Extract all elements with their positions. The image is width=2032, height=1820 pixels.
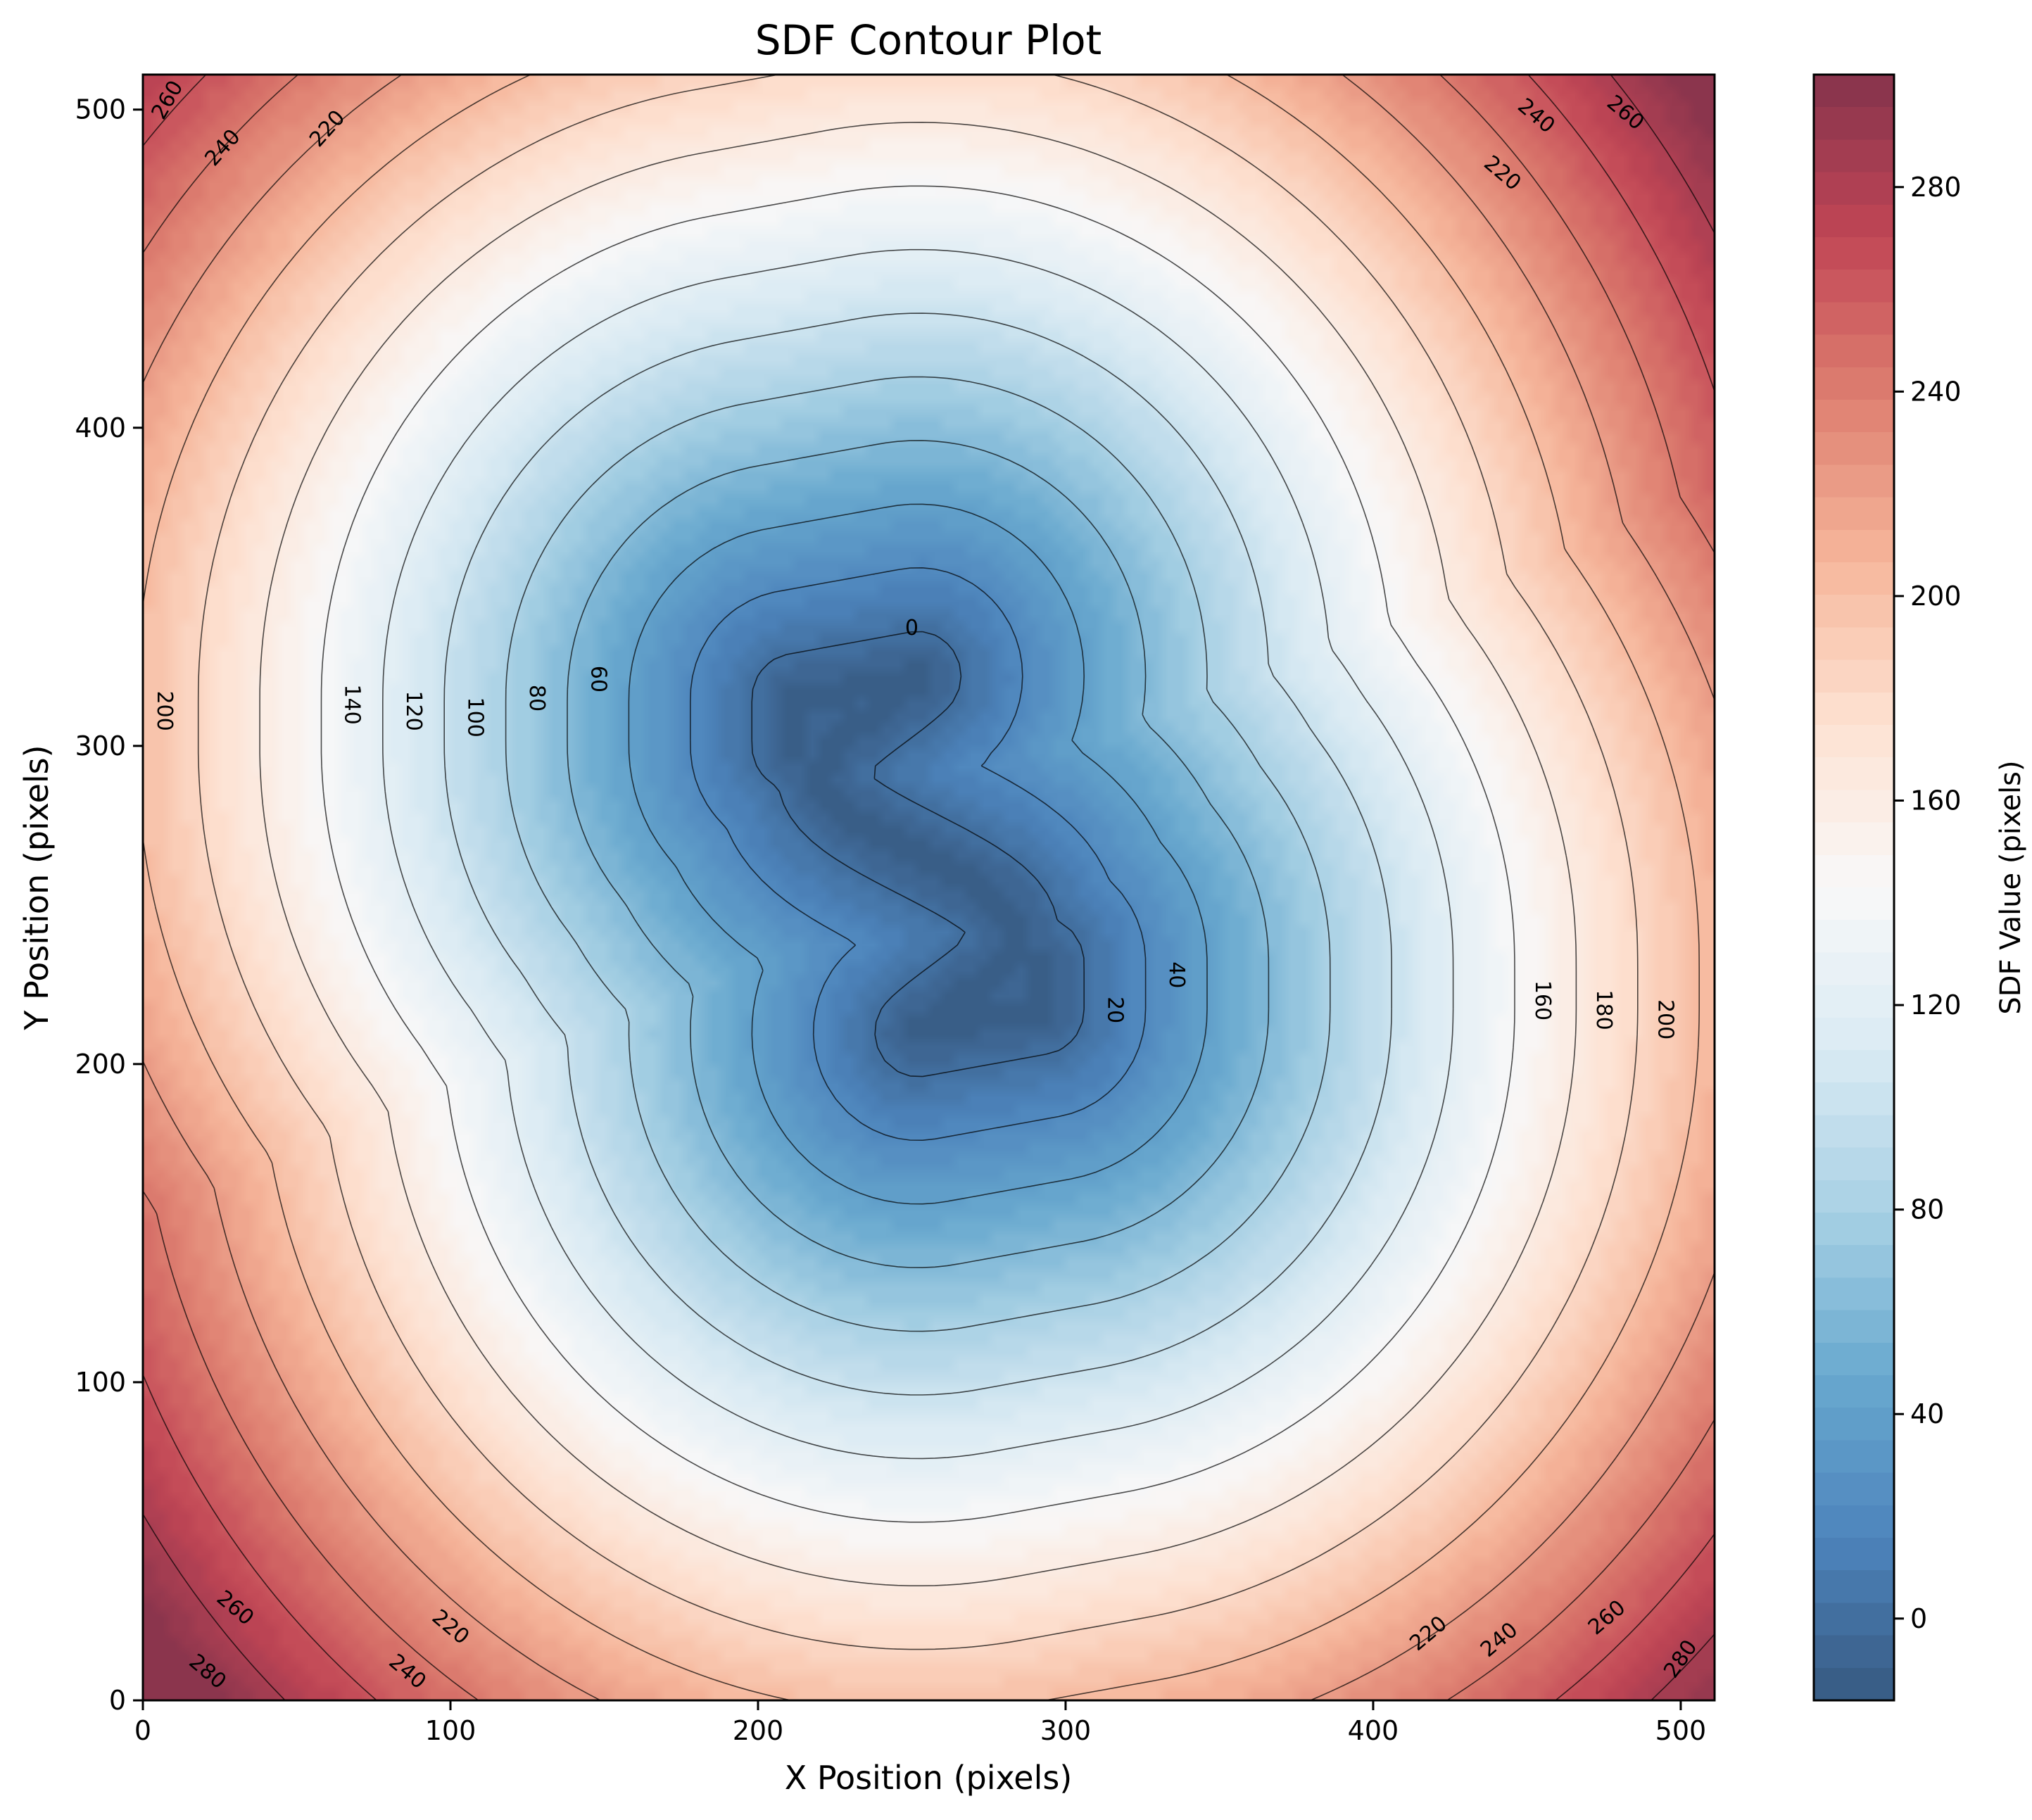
contour-line-60 (567, 440, 1270, 1268)
y-axis-label: Y Position (pixels) (18, 745, 56, 1030)
x-tick-label: 500 (1655, 1715, 1707, 1746)
sdf-heatmap (143, 75, 1715, 1700)
contour-label: 120 (401, 690, 426, 731)
contour-label: 180 (1591, 990, 1616, 1030)
contour-line-180 (197, 75, 1639, 1650)
contour-lines (143, 75, 1715, 1700)
y-tick-label: 500 (75, 94, 126, 125)
contour-line-140 (320, 185, 1515, 1523)
contour-label: 160 (1530, 980, 1555, 1020)
contour-label: 0 (905, 616, 919, 640)
contour-line-240 (143, 75, 1715, 1700)
y-tick-label: 100 (75, 1367, 126, 1398)
x-tick-label: 300 (1040, 1715, 1092, 1746)
colorbar-label: SDF Value (pixels) (1995, 760, 2027, 1014)
colorbar: 0 40 80 120 160 200 240 280 SDF Value (pixels) (1812, 73, 2027, 1702)
contour-line-260 (143, 75, 1715, 1700)
y-tick-label: 0 (109, 1685, 126, 1716)
contour-label: 80 (524, 685, 549, 712)
contour-line-0 (751, 631, 1085, 1078)
colorbar-tick-label: 280 (1910, 172, 1962, 203)
contour-line-100 (443, 312, 1392, 1396)
colorbar-tick-label: 40 (1910, 1398, 1944, 1429)
x-tick-label: 100 (425, 1715, 477, 1746)
contour-label: 200 (1653, 999, 1678, 1039)
colorbar-gradient (1814, 75, 1894, 1700)
y-axis: 0 100 200 300 400 500 (75, 94, 143, 1716)
contour-label: 100 (462, 697, 487, 738)
contour-label: 20 (1102, 997, 1127, 1023)
colorbar-frame (1812, 73, 1895, 1702)
x-tick-label: 400 (1348, 1715, 1399, 1746)
contour-label: 200 (152, 690, 177, 731)
chart-title: SDF Contour Plot (755, 16, 1102, 64)
contour-line-220 (143, 75, 1715, 1700)
contour-label: 60 (586, 666, 610, 693)
y-tick-label: 200 (75, 1049, 126, 1080)
contour-line-20 (690, 567, 1147, 1141)
x-axis: 0 100 200 300 400 500 (134, 1700, 1706, 1746)
colorbar-tick-label: 80 (1910, 1194, 1944, 1225)
colorbar-ticks: 0 40 80 120 160 200 240 280 (1894, 172, 1962, 1634)
colorbar-tick-label: 160 (1910, 785, 1962, 816)
contour-line-120 (382, 248, 1454, 1460)
y-tick-label: 400 (75, 412, 126, 443)
colorbar-tick-label: 200 (1910, 581, 1962, 612)
contour-label: 40 (1164, 961, 1189, 988)
plot-frame (141, 73, 1716, 1702)
x-tick-label: 200 (733, 1715, 784, 1746)
contour-line-40 (628, 503, 1208, 1205)
colorbar-tick-label: 120 (1910, 990, 1962, 1020)
contour-label: 140 (340, 684, 365, 724)
contour-line-80 (505, 376, 1331, 1332)
colorbar-tick-label: 0 (1910, 1603, 1927, 1634)
x-tick-label: 0 (134, 1715, 151, 1746)
colorbar-tick-label: 240 (1910, 376, 1962, 407)
contour-line-280 (143, 75, 1715, 1700)
x-axis-label: X Position (pixels) (785, 1759, 1073, 1797)
contour-line-200 (143, 75, 1700, 1700)
y-tick-label: 300 (75, 731, 126, 762)
contour-line-160 (259, 122, 1577, 1586)
